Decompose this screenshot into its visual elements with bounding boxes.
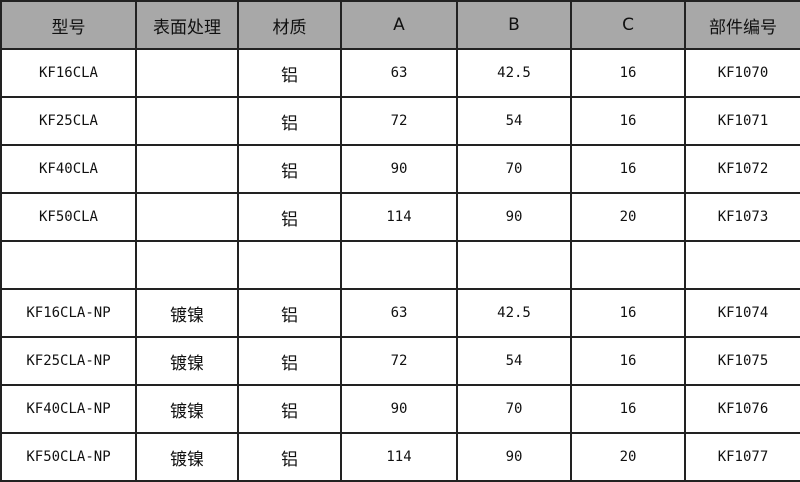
header-surface-treatment: 表面处理 xyxy=(135,0,239,50)
cell-surface-treatment: 镀镍 xyxy=(135,384,239,434)
cell-model: KF16CLA xyxy=(0,48,137,98)
cell-c: 16 xyxy=(570,48,686,98)
cell-material xyxy=(237,240,342,290)
cell-part-number: KF1073 xyxy=(684,192,800,242)
cell-b: 70 xyxy=(456,144,572,194)
cell-a: 63 xyxy=(340,288,458,338)
cell-part-number: KF1070 xyxy=(684,48,800,98)
cell-c: 20 xyxy=(570,432,686,482)
cell-c xyxy=(570,240,686,290)
cell-surface-treatment xyxy=(135,144,239,194)
table-row: KF25CLA-NP 镀镍铝 72 54 16 KF1075 xyxy=(0,336,800,386)
cell-c: 20 xyxy=(570,192,686,242)
cell-surface-treatment xyxy=(135,96,239,146)
cell-part-number: KF1075 xyxy=(684,336,800,386)
cell-material: 铝 xyxy=(237,96,342,146)
cell-material: 铝 xyxy=(237,336,342,386)
table-row xyxy=(0,240,800,290)
cell-model xyxy=(0,240,137,290)
cell-material: 铝 xyxy=(237,48,342,98)
cell-a xyxy=(340,240,458,290)
cell-model: KF40CLA xyxy=(0,144,137,194)
cell-c: 16 xyxy=(570,384,686,434)
cell-part-number xyxy=(684,240,800,290)
table-row: KF40CLA-NP 镀镍铝 90 70 16 KF1076 xyxy=(0,384,800,434)
header-model: 型号 xyxy=(0,0,137,50)
header-row: 型号 表面处理 材质 A B C 部件编号 xyxy=(0,0,800,50)
cell-b: 90 xyxy=(456,192,572,242)
cell-part-number: KF1072 xyxy=(684,144,800,194)
cell-surface-treatment: 镀镍 xyxy=(135,288,239,338)
header-material: 材质 xyxy=(237,0,342,50)
cell-material: 铝 xyxy=(237,144,342,194)
table-row: KF16CLA 铝 63 42.5 16 KF1070 xyxy=(0,48,800,98)
cell-material: 铝 xyxy=(237,432,342,482)
cell-a: 90 xyxy=(340,144,458,194)
cell-model: KF25CLA xyxy=(0,96,137,146)
cell-model: KF50CLA xyxy=(0,192,137,242)
cell-material: 铝 xyxy=(237,288,342,338)
header-c: C xyxy=(570,0,686,50)
table-row: KF25CLA 铝 72 54 16 KF1071 xyxy=(0,96,800,146)
cell-surface-treatment: 镀镍 xyxy=(135,432,239,482)
cell-material: 铝 xyxy=(237,384,342,434)
cell-c: 16 xyxy=(570,336,686,386)
cell-part-number: KF1076 xyxy=(684,384,800,434)
cell-material: 铝 xyxy=(237,192,342,242)
header-b: B xyxy=(456,0,572,50)
cell-surface-treatment: 镀镍 xyxy=(135,336,239,386)
cell-a: 114 xyxy=(340,192,458,242)
cell-b xyxy=(456,240,572,290)
cell-c: 16 xyxy=(570,288,686,338)
table-row: KF40CLA 铝 90 70 16 KF1072 xyxy=(0,144,800,194)
cell-part-number: KF1074 xyxy=(684,288,800,338)
cell-a: 114 xyxy=(340,432,458,482)
cell-surface-treatment xyxy=(135,192,239,242)
cell-surface-treatment xyxy=(135,240,239,290)
cell-surface-treatment xyxy=(135,48,239,98)
cell-a: 90 xyxy=(340,384,458,434)
header-part-number: 部件编号 xyxy=(684,0,800,50)
cell-b: 42.5 xyxy=(456,48,572,98)
header-a: A xyxy=(340,0,458,50)
cell-model: KF25CLA-NP xyxy=(0,336,137,386)
cell-c: 16 xyxy=(570,96,686,146)
cell-model: KF50CLA-NP xyxy=(0,432,137,482)
cell-b: 54 xyxy=(456,336,572,386)
cell-a: 63 xyxy=(340,48,458,98)
cell-part-number: KF1071 xyxy=(684,96,800,146)
cell-model: KF40CLA-NP xyxy=(0,384,137,434)
cell-a: 72 xyxy=(340,96,458,146)
table-row: KF50CLA-NP 镀镍铝 114 90 20 KF1077 xyxy=(0,432,800,482)
cell-part-number: KF1077 xyxy=(684,432,800,482)
table-row: KF50CLA 铝 114 90 20 KF1073 xyxy=(0,192,800,242)
cell-c: 16 xyxy=(570,144,686,194)
cell-b: 70 xyxy=(456,384,572,434)
table-row: KF16CLA-NP 镀镍铝 63 42.5 16 KF1074 xyxy=(0,288,800,338)
cell-b: 90 xyxy=(456,432,572,482)
cell-b: 42.5 xyxy=(456,288,572,338)
cell-b: 54 xyxy=(456,96,572,146)
cell-model: KF16CLA-NP xyxy=(0,288,137,338)
cell-a: 72 xyxy=(340,336,458,386)
